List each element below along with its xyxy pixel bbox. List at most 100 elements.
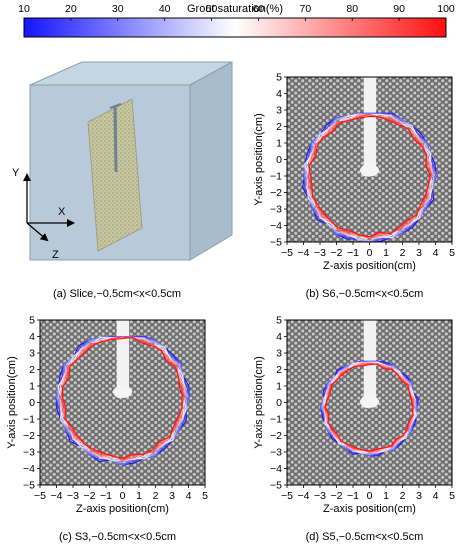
colorbar-tick-label: 90 — [393, 3, 405, 15]
panel-a: Y X Z (a) Slice,−0.5cm<x<0.5cm — [12, 61, 233, 300]
x-axis-label: Z-axis position(cm) — [76, 503, 169, 515]
y-tick-label: −4 — [270, 220, 282, 232]
grout-pipe — [116, 320, 130, 393]
colorbar-tick-label: 50 — [206, 3, 218, 15]
y-tick-label: 0 — [276, 397, 282, 409]
y-tick-label: 4 — [276, 331, 282, 343]
x-tick-label: −1 — [347, 247, 359, 259]
colorbar-tick-label: 100 — [437, 3, 455, 15]
axis-x-label: X — [58, 206, 66, 218]
y-tick-label: 1 — [276, 381, 282, 393]
x-tick-label: 4 — [186, 490, 192, 502]
y-tick-label: −3 — [270, 204, 282, 216]
grout-pipe — [113, 105, 118, 173]
colorbar: Grout saturation(%) 10 20 30 40 50 60 70 80 90 10… — [18, 3, 455, 38]
axis-z-arrow — [26, 222, 49, 242]
x-axis-label: Z-axis position(cm) — [323, 503, 416, 515]
x-tick-label: 3 — [416, 247, 422, 259]
panel-a-caption: (a) Slice,−0.5cm<x<0.5cm — [53, 288, 181, 300]
x-tick-label: −4 — [298, 490, 310, 502]
y-tick-label: −5 — [270, 237, 282, 249]
contour-line — [323, 362, 415, 453]
axis-z-label: Z — [52, 249, 59, 261]
x-tick-label: −1 — [100, 490, 112, 502]
y-tick-label: 3 — [276, 105, 282, 117]
contour-line — [55, 336, 190, 466]
x-tick-label: 3 — [416, 490, 422, 502]
x-tick-label: 1 — [383, 490, 389, 502]
colorbar-tick-label: 10 — [18, 3, 30, 15]
contour-line — [57, 336, 188, 463]
x-tick-label: −2 — [331, 247, 343, 259]
x-tick-label: −5 — [281, 490, 293, 502]
x-tick-label: 2 — [153, 490, 159, 502]
y-tick-label: −3 — [23, 447, 35, 459]
contour-line — [308, 114, 433, 240]
x-tick-label: 5 — [449, 490, 455, 502]
colorbar-tick-label: 80 — [346, 3, 358, 15]
x-tick-label: −3 — [314, 247, 326, 259]
grout-void — [359, 395, 380, 409]
y-tick-label: −1 — [270, 171, 282, 183]
x-tick-label: −5 — [34, 490, 46, 502]
y-tick-label: −2 — [270, 430, 282, 442]
x-tick-label: 5 — [202, 490, 208, 502]
grout-pipe — [363, 77, 377, 172]
y-tick-label: 1 — [29, 381, 35, 393]
axis-y-label: Y — [12, 167, 20, 179]
y-tick-label: 5 — [276, 72, 282, 84]
y-tick-label: 2 — [29, 364, 35, 376]
colorbar-tick-label: 30 — [112, 3, 124, 15]
x-tick-label: 0 — [367, 490, 373, 502]
x-tick-label: 4 — [433, 490, 439, 502]
x-tick-label: 4 — [433, 247, 439, 259]
y-tick-label: −5 — [270, 480, 282, 492]
y-tick-label: −2 — [270, 187, 282, 199]
x-tick-label: −1 — [347, 490, 359, 502]
contour-line — [321, 361, 418, 455]
contour-line — [303, 112, 438, 242]
x-tick-label: −3 — [314, 490, 326, 502]
contour-line — [60, 336, 186, 461]
x-tick-label: −4 — [298, 247, 310, 259]
x-tick-label: 5 — [449, 247, 455, 259]
x-tick-label: 2 — [400, 247, 406, 259]
y-tick-label: −4 — [23, 463, 35, 475]
y-tick-label: −2 — [23, 430, 35, 442]
colorbar-title: Grout saturation(%) — [187, 3, 283, 15]
colorbar-ticks: 10 20 30 40 50 60 70 80 90 100 — [18, 3, 455, 21]
y-tick-label: −4 — [270, 463, 282, 475]
contour-line — [303, 113, 436, 242]
x-tick-label: 1 — [383, 247, 389, 259]
panel-caption: (c) S3,−0.5cm<x<0.5cm — [59, 531, 176, 543]
colorbar-tick-label: 60 — [253, 3, 265, 15]
panel-caption: (d) S5,−0.5cm<x<0.5cm — [306, 531, 424, 543]
x-tick-label: 0 — [120, 490, 126, 502]
grout-void — [112, 385, 133, 399]
y-tick-label: −1 — [270, 414, 282, 426]
contour-line — [320, 361, 418, 456]
y-tick-label: −1 — [23, 414, 35, 426]
y-axis-label: Y-axis position(cm) — [253, 356, 265, 449]
y-tick-label: 1 — [276, 138, 282, 150]
contour-line — [55, 336, 191, 467]
y-tick-label: 2 — [276, 364, 282, 376]
y-tick-label: −5 — [23, 480, 35, 492]
x-tick-label: 0 — [367, 247, 373, 259]
grout-slice — [87, 98, 143, 252]
contour-line — [325, 363, 414, 452]
contour-rings — [302, 112, 438, 242]
x-tick-label: 1 — [136, 490, 142, 502]
y-tick-label: 0 — [276, 154, 282, 166]
x-tick-label: 2 — [400, 490, 406, 502]
x-tick-label: −2 — [84, 490, 96, 502]
grout-void — [359, 163, 380, 177]
panel-caption: (b) S6,−0.5cm<x<0.5cm — [306, 288, 424, 300]
y-tick-label: 3 — [29, 348, 35, 360]
contour-line — [61, 336, 184, 459]
